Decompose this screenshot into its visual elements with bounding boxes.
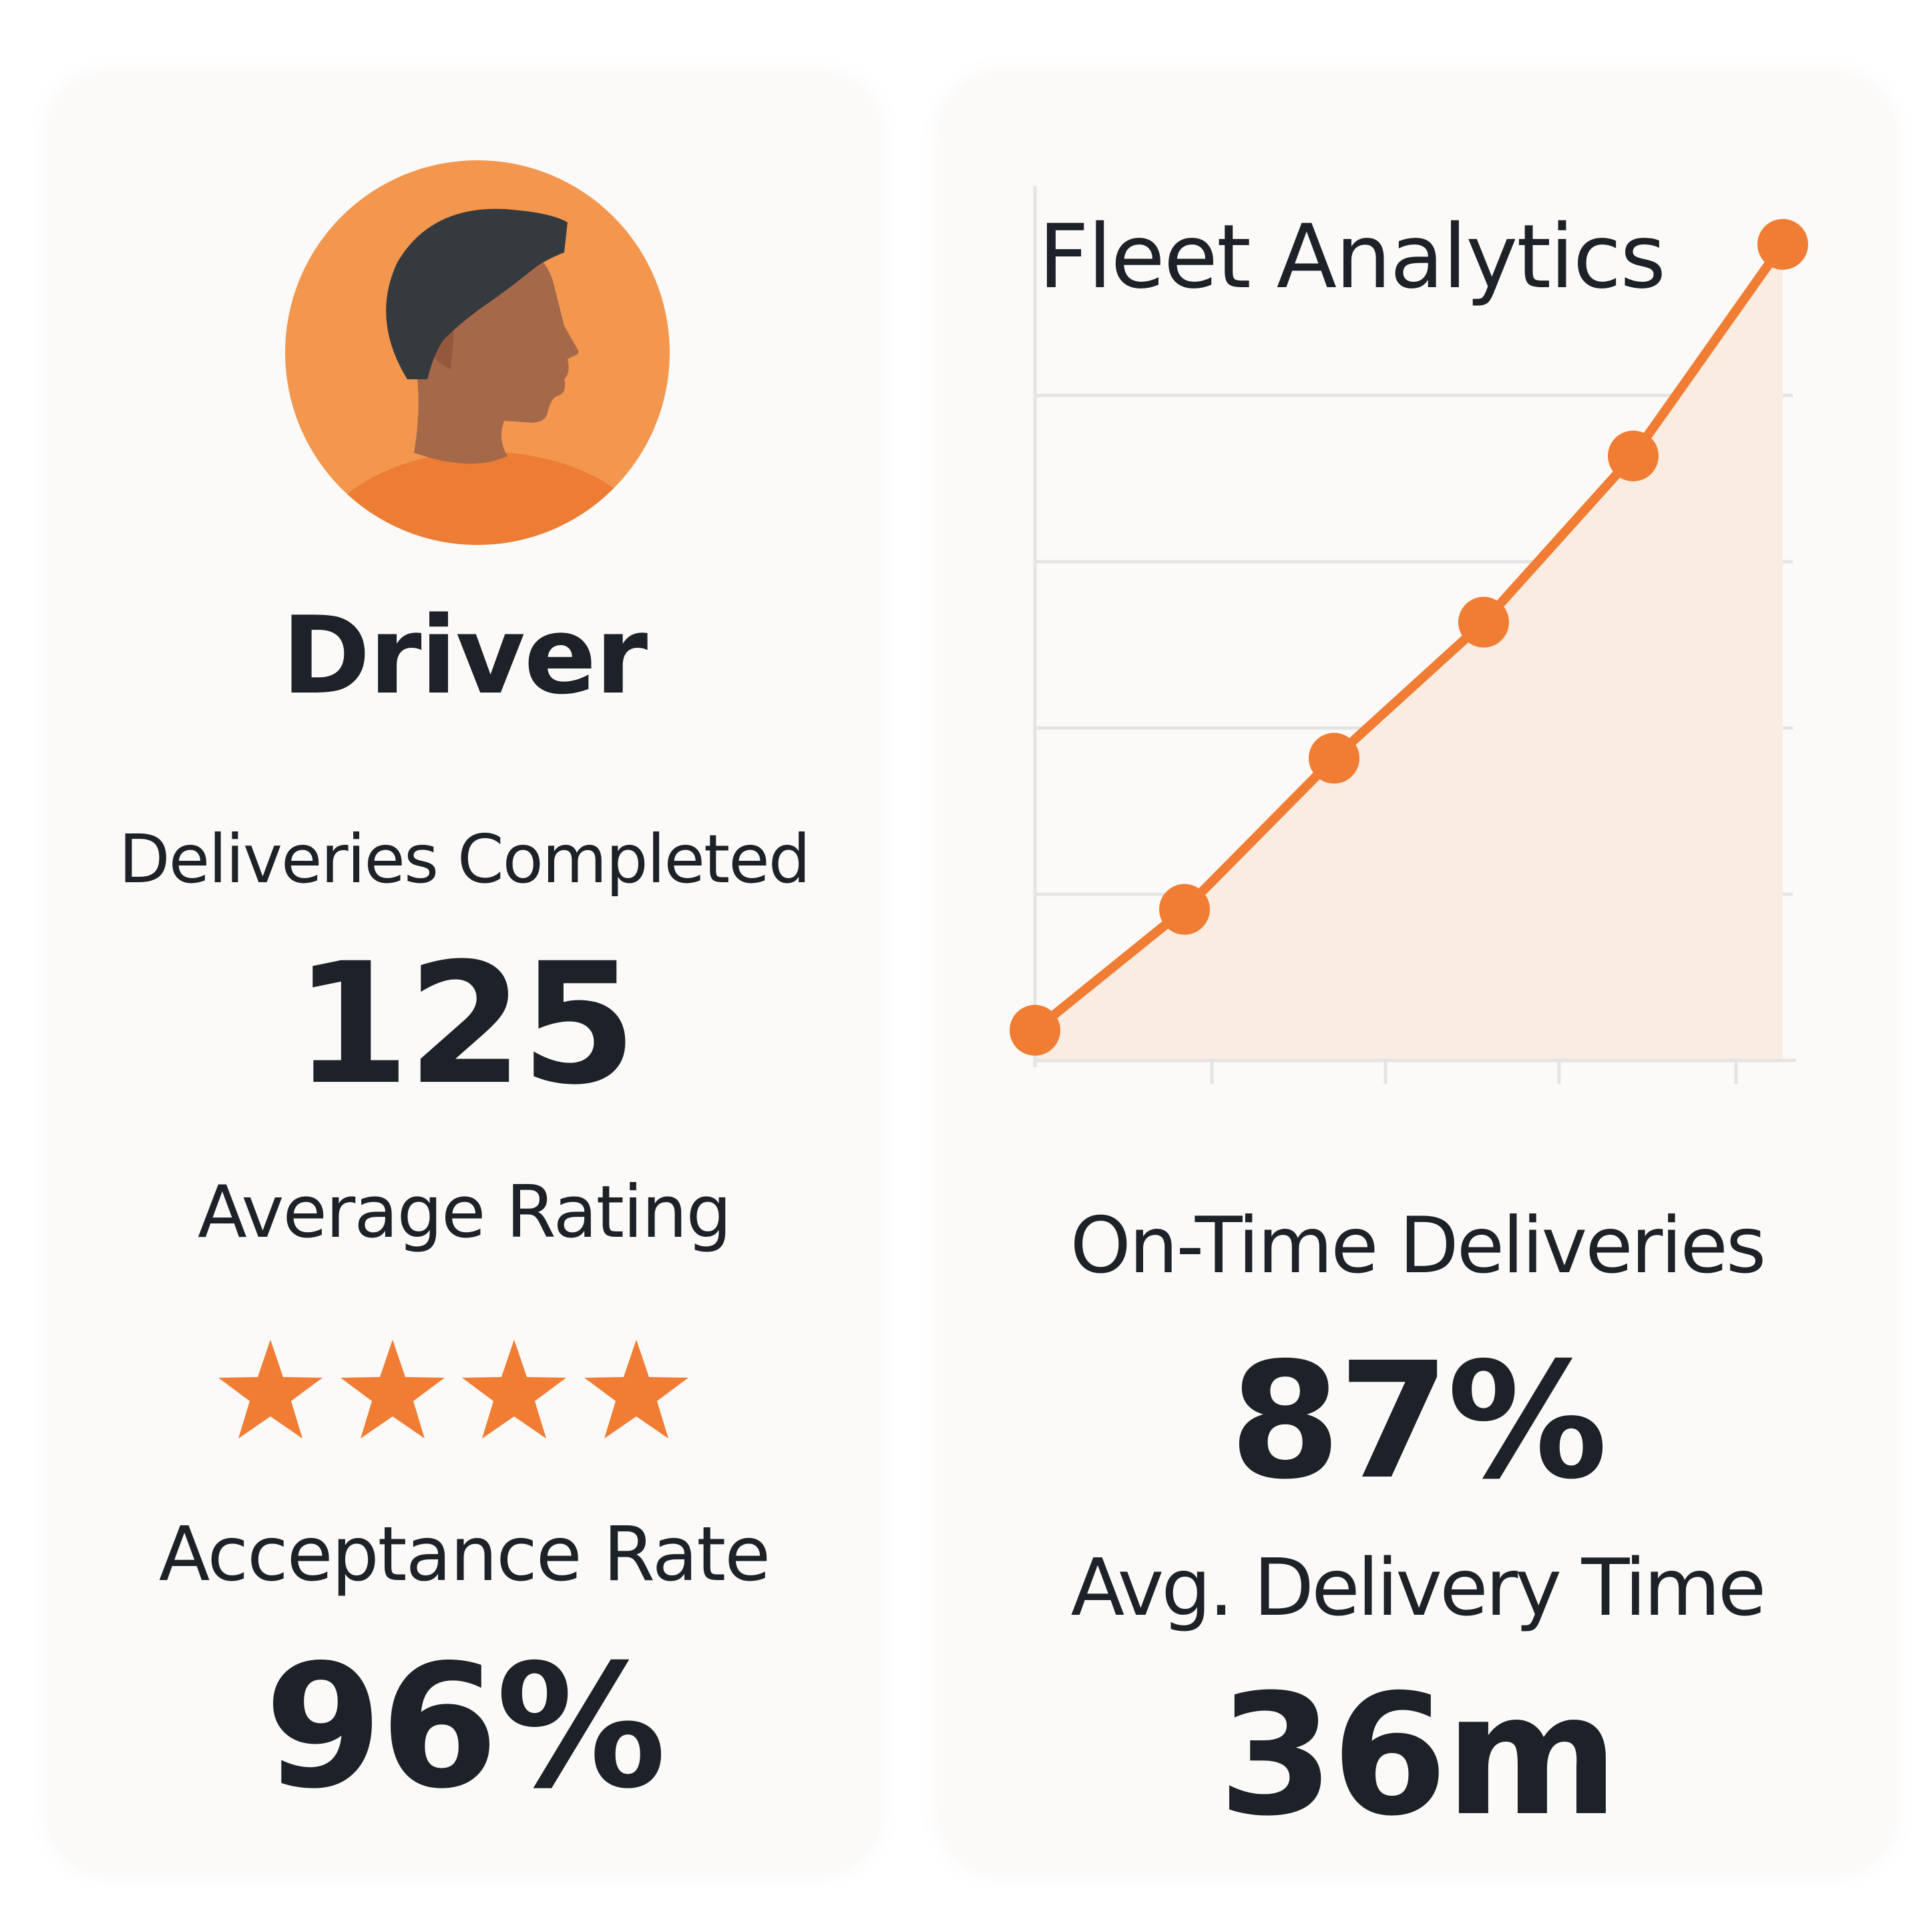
deliveries-line-chart	[1010, 186, 1808, 1084]
fleet-analytics-card: Fleet Analytics On-Time Deliveries 87% A…	[938, 72, 1896, 1875]
deliveries-completed-label: Deliveries Completed	[118, 820, 811, 898]
acceptance-rate-label: Acceptance Rate	[158, 1511, 771, 1598]
on-time-deliveries-label: On-Time Deliveries	[1070, 1201, 1767, 1291]
chart-title: Fleet Analytics	[1038, 206, 1666, 309]
series-line	[1030, 239, 1787, 1035]
acceptance-rate-value: 96%	[264, 1628, 666, 1826]
data-point	[1608, 430, 1659, 481]
star-rating	[217, 1338, 718, 1451]
driver-name: Driver	[281, 593, 648, 718]
data-point	[1757, 218, 1808, 270]
data-point	[1309, 733, 1359, 784]
avatar	[284, 159, 671, 546]
star-icon	[218, 1340, 323, 1438]
average-rating-label: Average Rating	[197, 1171, 732, 1254]
data-point	[1159, 884, 1210, 935]
driver-avatar-icon	[285, 160, 670, 545]
deliveries-completed-value: 125	[294, 927, 637, 1121]
area-fill	[1035, 244, 1783, 1060]
driver-card: Driver Deliveries Completed 125 Average …	[47, 72, 881, 1875]
star-icon	[584, 1340, 688, 1438]
data-point	[1458, 596, 1509, 648]
avg-delivery-time-value: 36m	[1218, 1658, 1619, 1853]
star-icon	[341, 1340, 445, 1438]
avg-delivery-time-label: Avg. Delivery Time	[1070, 1541, 1767, 1633]
star-icon	[462, 1340, 566, 1438]
data-point	[1010, 1004, 1060, 1056]
on-time-deliveries-value: 87%	[1229, 1328, 1607, 1515]
